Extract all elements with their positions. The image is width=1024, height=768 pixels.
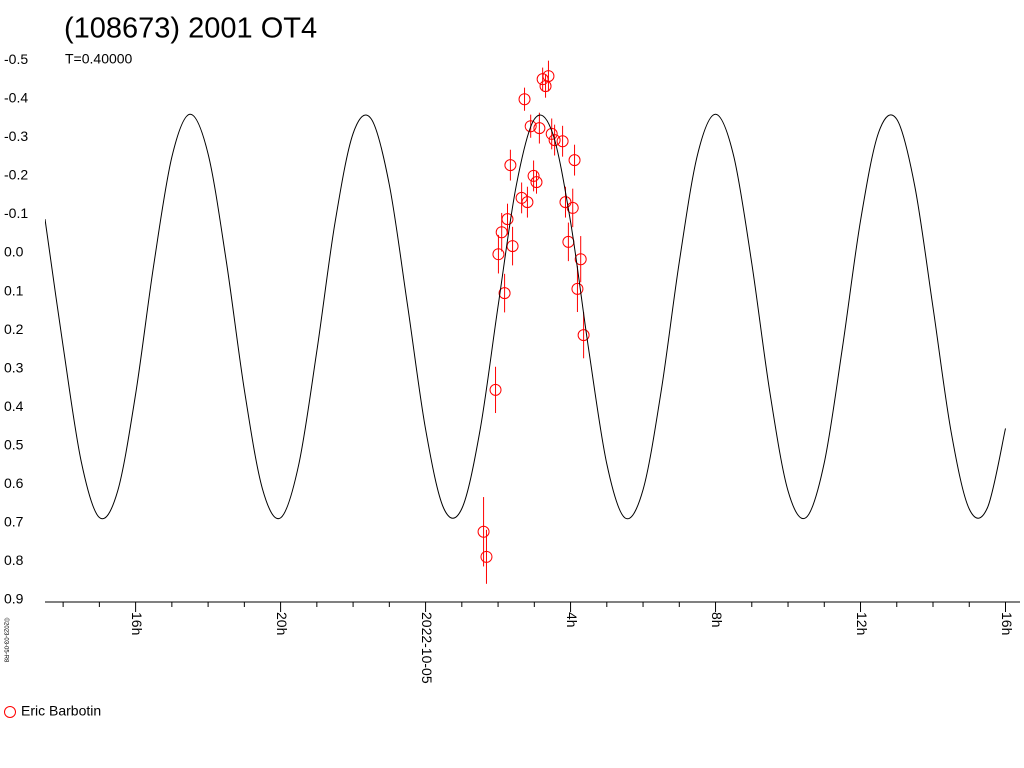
y-tick-label: -0.1: [4, 205, 28, 221]
x-tick-label: 16h: [129, 612, 145, 635]
data-point: [568, 154, 581, 167]
data-point: [498, 287, 511, 300]
chart-subtitle: T=0.40000: [65, 51, 133, 67]
y-tick-label: 0.0: [4, 244, 24, 260]
data-point: [533, 122, 546, 135]
y-tick-label: 0.2: [4, 321, 24, 337]
data-point: [489, 383, 502, 396]
data-point: [480, 550, 493, 563]
data-point: [530, 176, 543, 189]
y-tick-label: 0.3: [4, 359, 24, 375]
data-point: [571, 282, 584, 295]
data-point: [548, 134, 561, 147]
data-point: [566, 201, 579, 214]
data-point: [518, 93, 531, 106]
data-point: [521, 196, 534, 209]
y-tick-label: 0.5: [4, 436, 24, 452]
data-point: [559, 196, 572, 209]
x-tick-label: 4h: [564, 612, 580, 628]
x-tick-label: 20h: [274, 612, 290, 635]
data-point: [542, 70, 555, 83]
model-curve: [45, 113, 1006, 520]
data-point: [545, 127, 558, 140]
data-point: [504, 159, 517, 172]
data-point: [556, 135, 569, 148]
data-point: [577, 329, 590, 342]
x-tick-label: 2022-10-05: [419, 612, 435, 684]
y-tick-label: 0.8: [4, 552, 24, 568]
data-point: [524, 120, 537, 133]
footnote: ©2023-03-05-R8: [2, 618, 9, 663]
data-point: [574, 253, 587, 266]
y-tick-label: 0.7: [4, 514, 24, 530]
y-tick-label: -0.5: [4, 51, 28, 67]
y-tick-label: -0.2: [4, 167, 28, 183]
data-point: [477, 525, 490, 538]
y-tick-label: -0.3: [4, 128, 28, 144]
y-tick-label: -0.4: [4, 90, 28, 106]
x-tick-label: 16h: [999, 612, 1015, 635]
data-point: [527, 169, 540, 182]
x-tick-label: 12h: [854, 612, 870, 635]
legend-label: Eric Barbotin: [21, 703, 101, 719]
x-tick-label: 8h: [709, 612, 725, 628]
y-tick-label: 0.4: [4, 398, 24, 414]
data-point: [501, 213, 514, 226]
y-tick-label: 0.1: [4, 282, 24, 298]
y-tick-label: 0.6: [4, 475, 24, 491]
y-tick-label: 0.9: [4, 591, 24, 607]
data-point: [492, 248, 505, 261]
chart-title: (108673) 2001 OT4: [64, 13, 317, 45]
legend-marker: [4, 706, 16, 718]
